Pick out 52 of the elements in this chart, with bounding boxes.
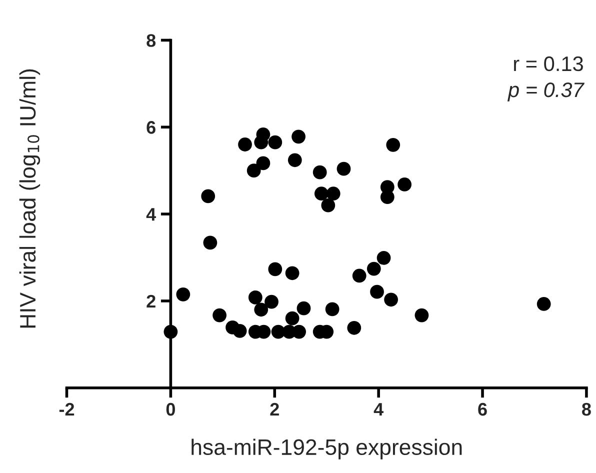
y-axis-title: HIV viral load (log$_{10}$ IU/ml) xyxy=(19,69,40,328)
point xyxy=(292,130,306,144)
point xyxy=(536,297,551,311)
x-axis-title: hsa-miR-192-5p expression xyxy=(192,438,462,460)
point xyxy=(288,153,302,168)
point xyxy=(352,268,366,283)
annotation: p = 0.37 xyxy=(507,82,585,102)
point xyxy=(268,135,282,150)
x-tick-label: 4 xyxy=(374,403,384,416)
point xyxy=(398,178,412,192)
x-tick-label: 2 xyxy=(270,402,279,416)
point xyxy=(238,138,252,152)
point xyxy=(314,186,328,201)
point xyxy=(254,302,268,317)
point xyxy=(256,156,270,170)
point xyxy=(248,290,262,304)
point xyxy=(212,308,226,322)
point xyxy=(254,135,268,150)
point xyxy=(292,324,306,339)
point xyxy=(232,324,247,338)
x-tick-label: -2 xyxy=(59,402,74,416)
point xyxy=(370,284,384,299)
y-tick-label: 4 xyxy=(146,208,156,221)
point xyxy=(366,262,381,276)
point xyxy=(325,302,340,316)
point xyxy=(201,189,216,204)
point xyxy=(380,190,394,204)
point xyxy=(384,292,398,307)
point xyxy=(347,320,362,335)
y-tick-label: 2 xyxy=(146,294,156,308)
point xyxy=(246,164,261,178)
x-tick-label: 0 xyxy=(166,402,175,416)
point xyxy=(285,311,300,326)
point xyxy=(312,165,327,180)
point xyxy=(321,198,336,212)
point xyxy=(296,301,311,316)
point xyxy=(285,266,300,280)
point xyxy=(264,294,278,309)
point xyxy=(326,186,340,201)
x-tick-label: 8 xyxy=(582,402,591,416)
point xyxy=(176,287,190,302)
x-tick-label: 6 xyxy=(478,402,487,416)
point xyxy=(376,250,391,265)
annotation: r = 0.13 xyxy=(514,56,583,72)
point xyxy=(268,262,282,276)
point xyxy=(164,324,178,339)
point xyxy=(203,236,218,250)
point xyxy=(414,308,429,322)
y-tick-label: 8 xyxy=(146,34,156,47)
point xyxy=(386,138,400,152)
y-tick-label: 6 xyxy=(146,121,156,134)
point xyxy=(336,162,351,176)
